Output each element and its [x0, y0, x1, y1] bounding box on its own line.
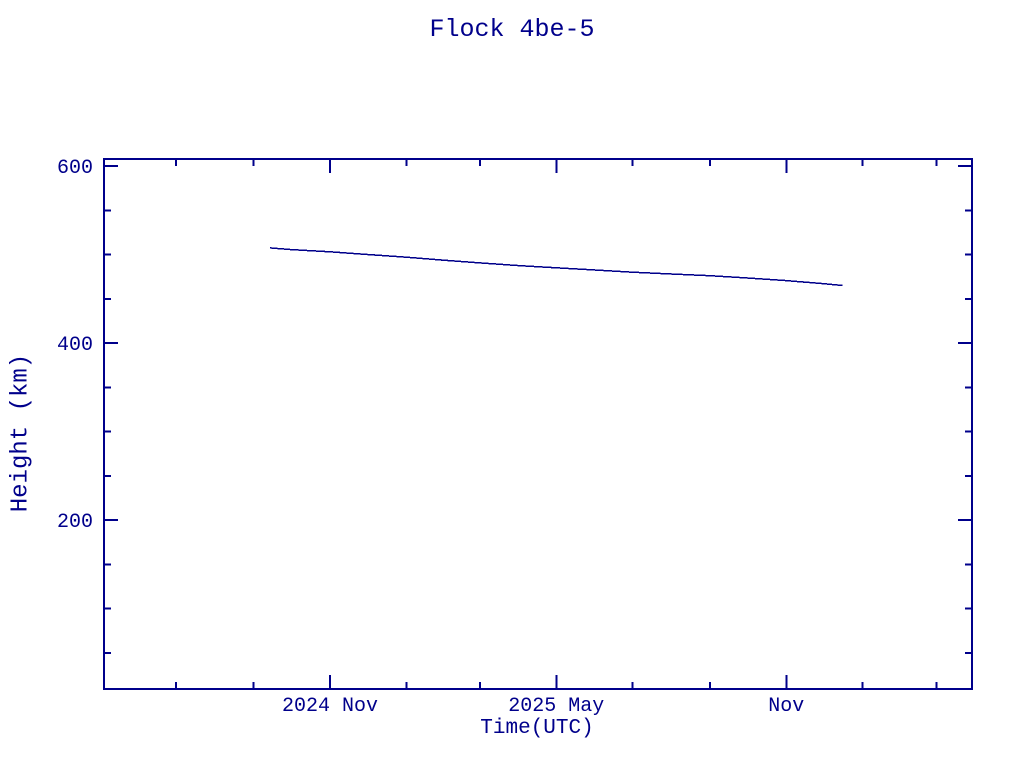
y-tick-label: 200 — [57, 511, 93, 534]
x-tick-label: 2025 May — [508, 695, 604, 718]
y-tick-label: 600 — [57, 157, 93, 180]
x-axis-title: Time(UTC) — [480, 717, 594, 740]
plot-frame — [103, 158, 973, 690]
x-tick-label: Nov — [768, 695, 804, 718]
y-tick-label: 400 — [57, 334, 93, 357]
height-decay-line — [269, 247, 843, 287]
x-tick-label: 2024 Nov — [282, 695, 378, 718]
chart-title: Flock 4be-5 — [429, 15, 595, 44]
